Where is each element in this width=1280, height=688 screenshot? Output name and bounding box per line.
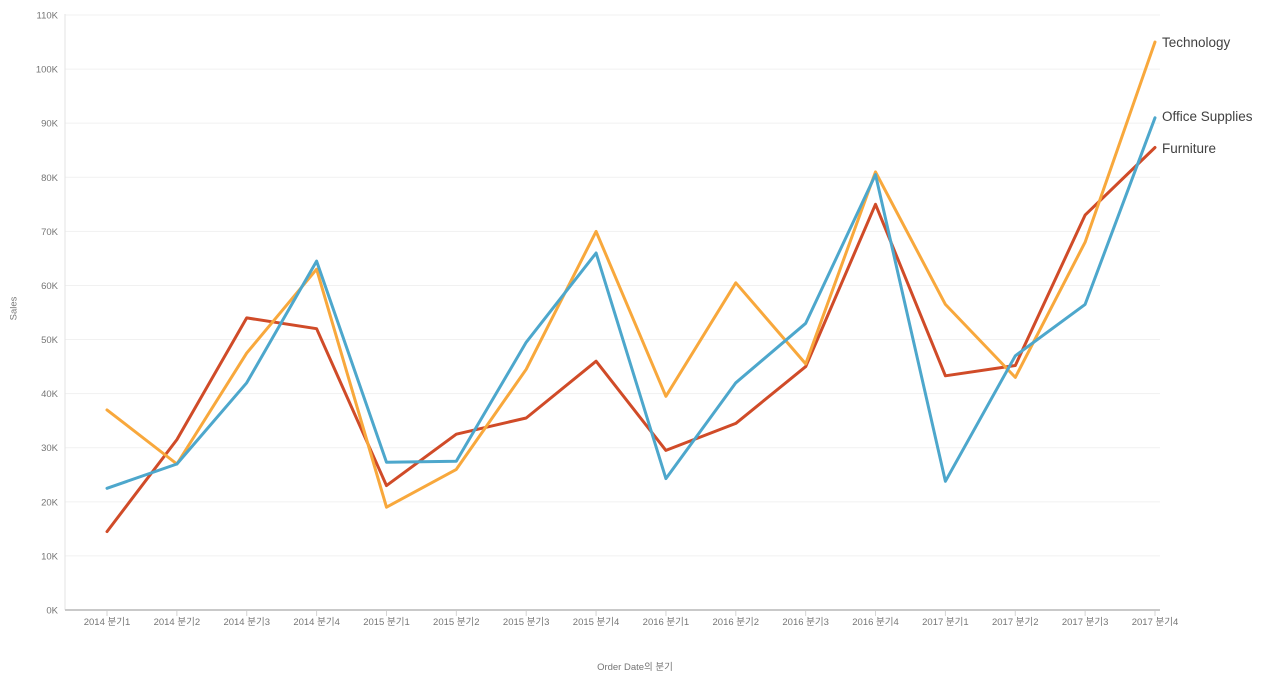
x-tick-label: 2017 분기1 [922,617,969,628]
x-axis-title: Order Date의 분기 [597,662,673,673]
x-tick-label: 2014 분기2 [154,617,201,628]
x-tick-label: 2016 분기4 [852,617,899,628]
y-tick-label: 60K [41,281,59,292]
x-tick-label: 2015 분기1 [363,617,410,628]
y-tick-label: 110K [37,11,59,22]
y-tick-label: 90K [41,119,59,130]
series-label-furniture[interactable]: Furniture [1162,141,1217,156]
y-tick-label: 30K [41,443,59,454]
x-tick-label: 2014 분기4 [293,617,340,628]
x-tick-label: 2017 분기3 [1062,617,1109,628]
x-tick-label: 2017 분기2 [992,617,1039,628]
series-label-technology[interactable]: Technology [1162,35,1231,50]
series-line-office-supplies[interactable] [105,116,1157,490]
y-tick-label: 40K [41,389,59,400]
x-tick-label: 2016 분기2 [713,617,760,628]
x-tick-label: 2014 분기3 [223,617,270,628]
series-line-technology[interactable] [105,40,1157,509]
series-label-office-supplies[interactable]: Office Supplies [1162,109,1253,124]
y-tick-label: 0K [46,606,58,617]
y-tick-label: 80K [41,173,59,184]
y-tick-label: 20K [41,497,59,508]
x-tick-label: 2015 분기3 [503,617,550,628]
y-tick-label: 50K [41,335,59,346]
y-axis-title: Sales [8,296,20,321]
y-tick-label: 70K [41,227,59,238]
x-tick-label: 2017 분기4 [1132,617,1179,628]
y-tick-label: 100K [36,65,59,76]
x-tick-label: 2014 분기1 [84,617,131,628]
x-tick-label: 2016 분기1 [643,617,690,628]
x-tick-label: 2016 분기3 [782,617,829,628]
y-tick-label: 10K [41,551,59,562]
x-tick-label: 2015 분기2 [433,617,480,628]
x-tick-label: 2015 분기4 [573,617,620,628]
